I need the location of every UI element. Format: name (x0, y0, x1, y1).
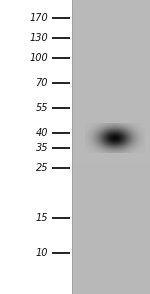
Text: 70: 70 (36, 78, 48, 88)
Text: 100: 100 (29, 53, 48, 63)
Text: 55: 55 (36, 103, 48, 113)
Text: 40: 40 (36, 128, 48, 138)
Text: 35: 35 (36, 143, 48, 153)
Text: 170: 170 (29, 13, 48, 23)
Text: 10: 10 (36, 248, 48, 258)
Bar (72, 0, 150, 294)
Text: 25: 25 (36, 163, 48, 173)
Text: 130: 130 (29, 33, 48, 43)
Bar (72, 0, 150, 162)
Text: 15: 15 (36, 213, 48, 223)
